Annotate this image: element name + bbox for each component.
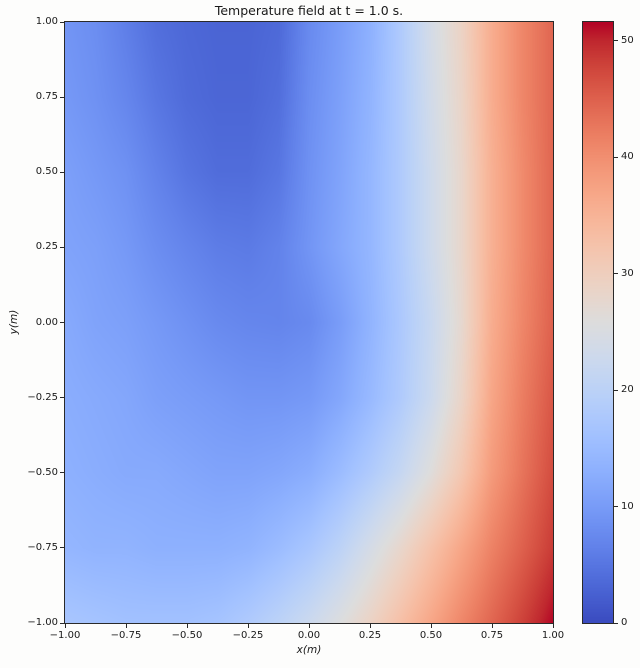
- x-tick-label: 0.00: [297, 630, 321, 641]
- x-tick-mark: [552, 624, 554, 628]
- y-tick-mark: [60, 96, 64, 98]
- colorbar-tick-label: 10: [621, 500, 634, 512]
- y-tick-label: −0.75: [27, 541, 58, 553]
- y-tick-label: −1.00: [27, 617, 58, 628]
- x-tick-mark: [247, 624, 249, 628]
- heatmap-canvas: [64, 21, 554, 624]
- x-tick-mark: [308, 624, 310, 628]
- y-tick-mark: [60, 246, 64, 248]
- y-tick-label: −0.25: [27, 391, 58, 403]
- colorbar-tick-label: 20: [621, 384, 634, 396]
- colorbar-tick-label: 50: [621, 34, 634, 46]
- y-tick-label: 0.75: [35, 91, 58, 103]
- colorbar-tick-mark: [614, 156, 618, 158]
- chart-title: Temperature field at t = 1.0 s.: [214, 3, 404, 18]
- y-tick-mark: [60, 21, 64, 23]
- y-tick-mark: [60, 322, 64, 323]
- y-tick-label: 0.00: [35, 316, 58, 328]
- x-tick-label: 0.25: [358, 630, 382, 641]
- colorbar-tick-label: 40: [621, 151, 634, 163]
- y-tick-mark: [60, 622, 64, 624]
- x-tick-label: −0.75: [110, 630, 142, 641]
- colorbar-tick-mark: [614, 40, 618, 42]
- x-tick-mark: [125, 624, 127, 628]
- x-tick-label: −1.00: [49, 630, 81, 641]
- x-tick-mark: [369, 624, 371, 628]
- x-tick-mark: [64, 624, 66, 628]
- x-tick-label: 0.50: [419, 630, 443, 641]
- y-tick-mark: [60, 547, 64, 549]
- colorbar-tick-label: 30: [621, 267, 634, 279]
- x-tick-label: 0.75: [480, 630, 504, 641]
- y-axis-label: y(m): [8, 309, 20, 335]
- x-tick-mark: [186, 624, 188, 628]
- colorbar-canvas: [582, 21, 614, 624]
- colorbar-tick-mark: [614, 389, 618, 391]
- y-tick-label: 1.00: [35, 16, 58, 27]
- x-tick-label: −0.50: [171, 630, 203, 641]
- x-tick-mark: [491, 624, 493, 628]
- y-tick-mark: [60, 171, 64, 173]
- y-tick-label: 0.50: [35, 166, 58, 178]
- x-axis-label: x(m): [296, 644, 322, 656]
- colorbar-tick-mark: [614, 506, 618, 508]
- x-tick-mark: [430, 624, 432, 628]
- colorbar-tick-label: 0: [621, 617, 628, 628]
- colorbar-tick-mark: [614, 273, 618, 275]
- y-tick-label: 0.25: [35, 241, 58, 253]
- x-tick-label: −0.25: [232, 630, 264, 641]
- y-tick-mark: [60, 397, 64, 399]
- y-tick-mark: [60, 472, 64, 474]
- x-tick-label: 1.00: [541, 630, 565, 641]
- colorbar-tick-mark: [614, 622, 618, 624]
- y-tick-label: −0.50: [27, 466, 58, 478]
